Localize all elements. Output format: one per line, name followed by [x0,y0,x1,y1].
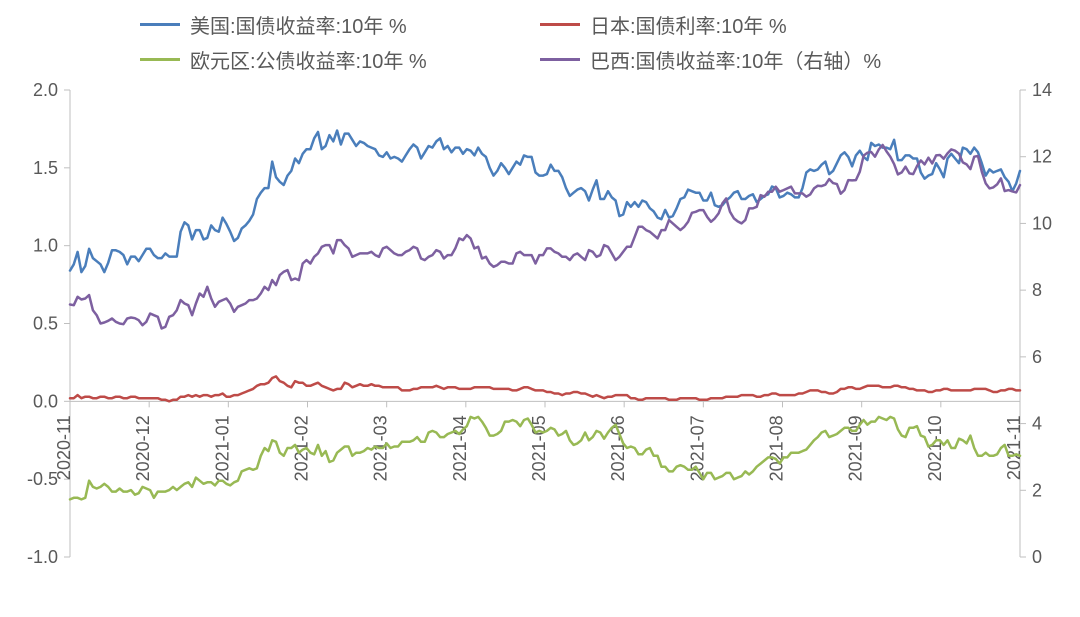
right-tick-label: 14 [1032,80,1052,100]
x-tick-label: 2021-02 [292,415,312,481]
legend-item-eurozone: 欧元区:公债收益率:10年 % [140,45,540,74]
legend-swatch [140,58,180,61]
legend-item-brazil: 巴西:国债收益率:10年（右轴）% [540,45,940,74]
legend-item-japan: 日本:国债利率:10年 % [540,10,940,39]
left-tick-label: 2.0 [33,80,58,100]
right-tick-label: 0 [1032,547,1042,567]
legend-label: 日本:国债利率:10年 % [590,10,787,39]
legend-swatch [140,23,180,26]
x-tick-label: 2020-12 [133,415,153,481]
left-tick-label: 0.0 [33,391,58,411]
x-tick-label: 2021-06 [608,415,628,481]
legend-label: 欧元区:公债收益率:10年 % [190,45,427,74]
series-brazil [70,145,1020,329]
x-tick-label: 2021-10 [925,415,945,481]
legend-label: 巴西:国债收益率:10年（右轴）% [590,45,881,74]
left-tick-label: 0.5 [33,314,58,334]
left-tick-label: 1.5 [33,158,58,178]
legend: 美国:国债收益率:10年 % 日本:国债利率:10年 % 欧元区:公债收益率:1… [140,10,940,74]
right-tick-label: 10 [1032,213,1052,233]
legend-label: 美国:国债收益率:10年 % [190,10,407,39]
x-tick-label: 2021-09 [846,415,866,481]
left-tick-label: 1.0 [33,236,58,256]
x-tick-label: 2021-01 [212,415,232,481]
right-tick-label: 12 [1032,147,1052,167]
legend-item-us: 美国:国债收益率:10年 % [140,10,540,39]
right-tick-label: 2 [1032,480,1042,500]
right-tick-label: 4 [1032,414,1042,434]
series-japan [70,376,1020,401]
right-tick-label: 8 [1032,280,1042,300]
x-tick-label: 2021-08 [767,415,787,481]
legend-swatch [540,23,580,26]
right-tick-label: 6 [1032,347,1042,367]
line-chart: 美国:国债收益率:10年 % 日本:国债利率:10年 % 欧元区:公债收益率:1… [0,0,1080,617]
x-tick-label: 2020-11 [54,415,74,480]
plot-area: -1.0-0.50.00.51.01.52.0024681012142020-1… [0,80,1080,617]
left-tick-label: -1.0 [27,547,58,567]
legend-swatch [540,58,580,61]
